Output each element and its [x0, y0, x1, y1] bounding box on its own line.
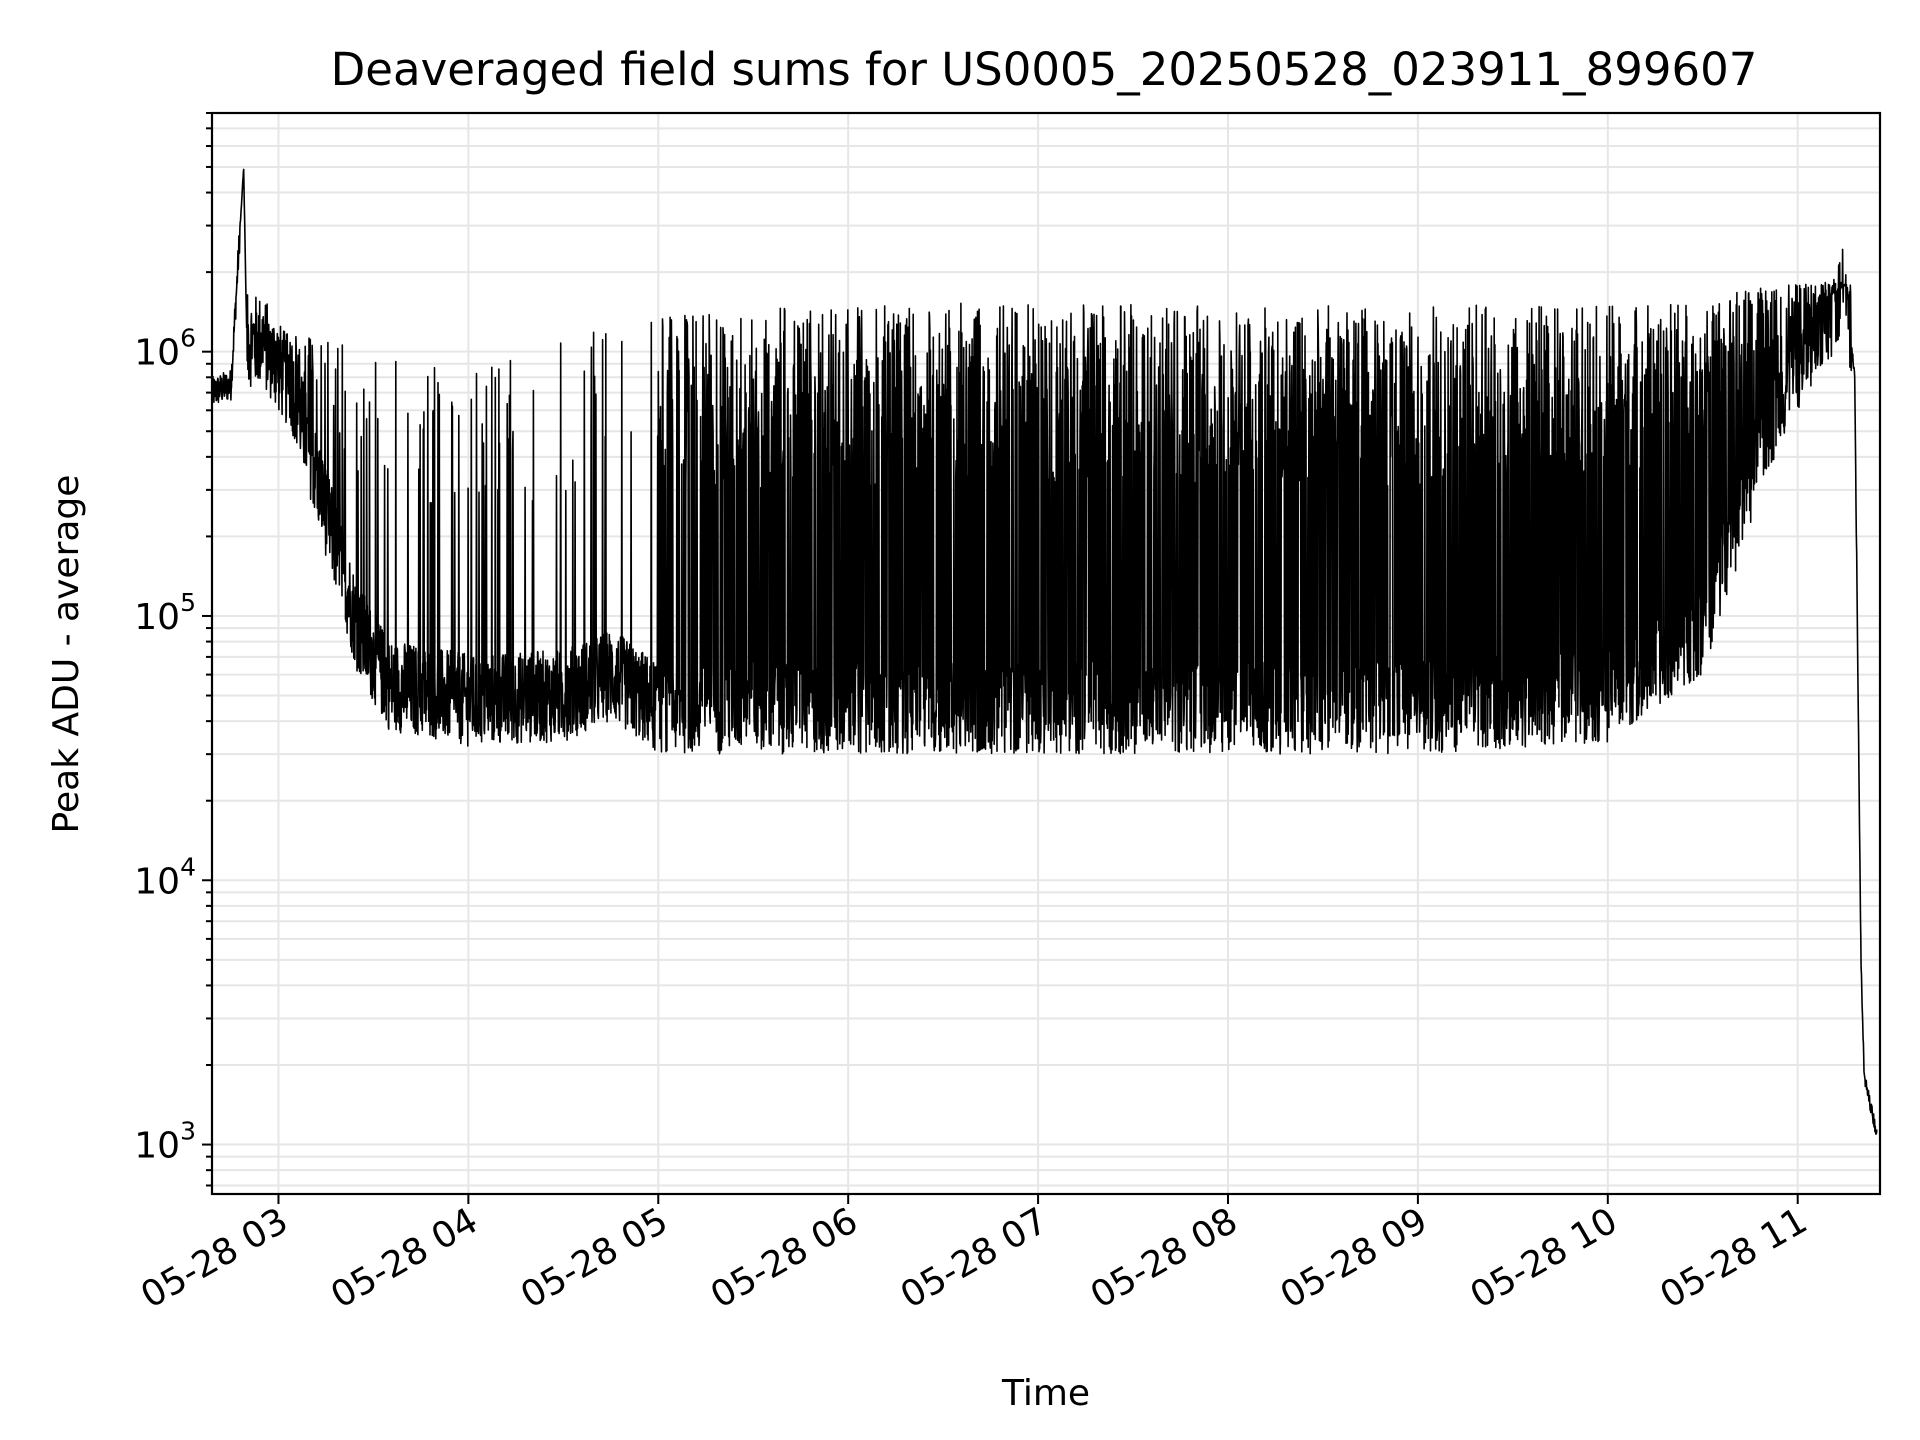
x-tick-label: 05-28 04 — [324, 1200, 485, 1316]
x-tick-label: 05-28 08 — [1084, 1200, 1245, 1316]
x-tick-label: 05-28 09 — [1274, 1200, 1435, 1316]
series-line — [211, 168, 1878, 1135]
plot-area — [211, 168, 1878, 1135]
y-axis-label: Peak ADU - average — [46, 475, 87, 834]
x-tick-label: 05-28 11 — [1654, 1200, 1815, 1316]
y-axis-ticks: 103 104 105 106 — [134, 112, 212, 1187]
y-tick-label: 106 — [134, 324, 196, 374]
x-tick-label: 05-28 06 — [704, 1200, 865, 1316]
plot-frame — [210, 111, 1882, 1196]
y-tick-label: 104 — [134, 852, 196, 902]
x-tick-label: 05-28 05 — [514, 1200, 675, 1316]
x-axis-ticks: 05-28 03 05-28 04 05-28 05 05-28 06 05-28 07… — [134, 1194, 1814, 1317]
y-tick-label: 103 — [134, 1117, 196, 1167]
x-axis-label: Time — [1001, 1373, 1090, 1414]
y-tick-label: 105 — [134, 588, 196, 638]
x-tick-label: 05-28 10 — [1464, 1200, 1625, 1316]
x-tick-label: 05-28 07 — [894, 1200, 1055, 1316]
chart-title: Deaveraged field sums for US0005_2025052… — [331, 43, 1758, 96]
x-tick-label: 05-28 03 — [134, 1200, 295, 1316]
